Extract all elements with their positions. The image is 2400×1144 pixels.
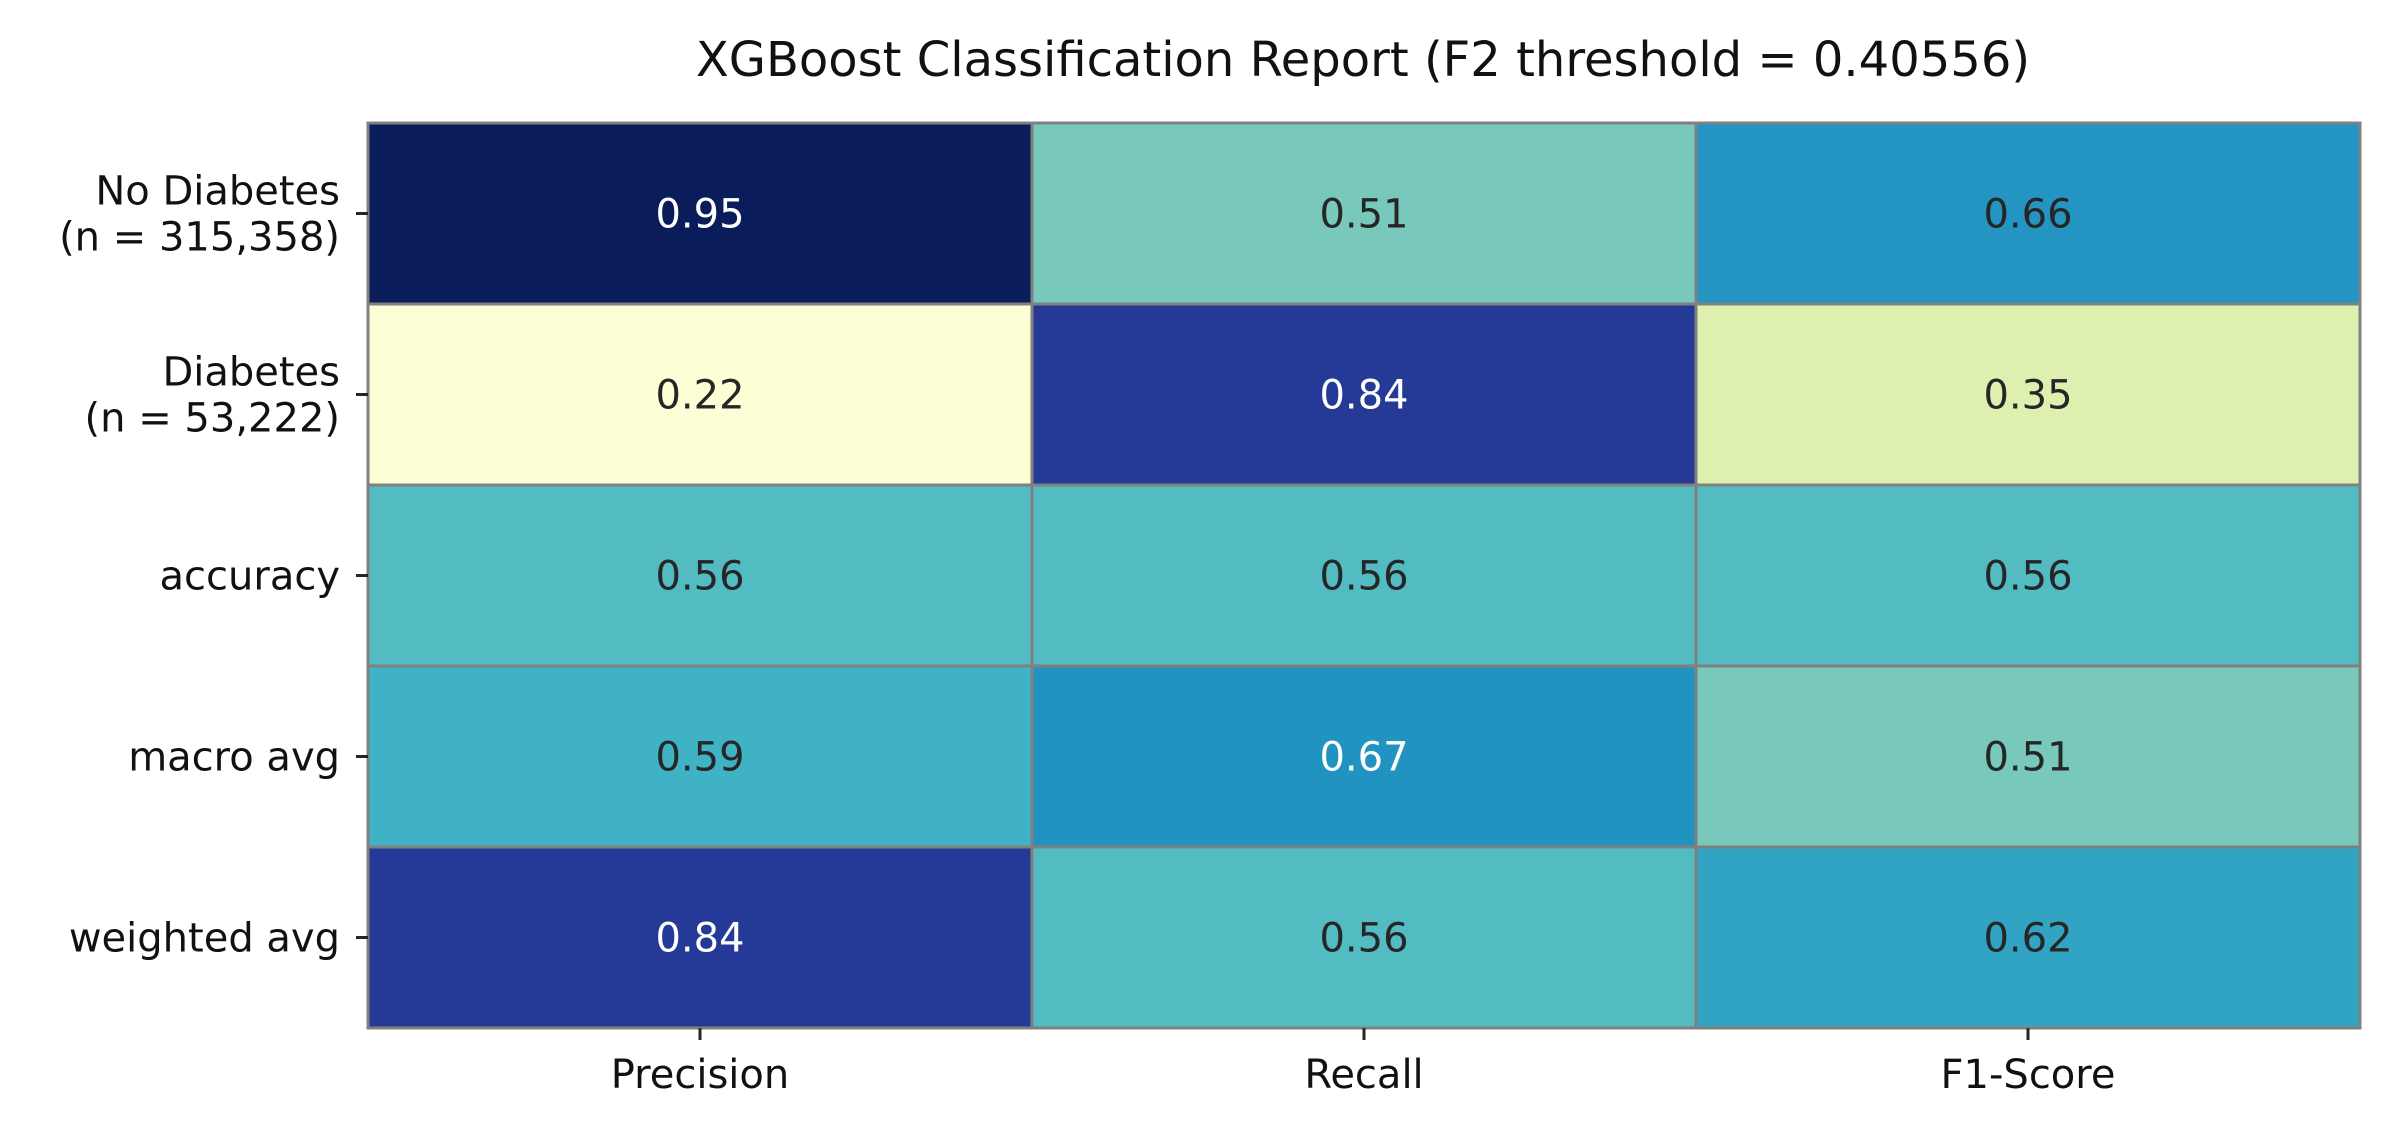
chart-title: XGBoost Classification Report (F2 thresh… <box>696 32 2030 88</box>
cell-value-label: 0.22 <box>655 373 744 419</box>
cell-value-label: 0.56 <box>1983 554 2072 600</box>
cell-value-label: 0.56 <box>1319 554 1408 600</box>
y-tick-label: (n = 315,358) <box>59 215 340 261</box>
heatmap-cell <box>1694 483 2362 668</box>
y-tick-label: (n = 53,222) <box>85 396 340 442</box>
cell-value-label: 0.67 <box>1319 735 1408 781</box>
y-axis: No Diabetes(n = 315,358) Diabetes(n = 53,… <box>59 169 368 962</box>
cell-value-label: 0.59 <box>655 735 744 781</box>
cell-value-label: 0.95 <box>655 192 744 238</box>
heatmap-cell <box>366 121 1034 306</box>
y-tick-label: accuracy <box>160 554 340 600</box>
cell-value-label: 0.56 <box>655 554 744 600</box>
heatmap-cell <box>1694 845 2362 1030</box>
cell-value-label: 0.66 <box>1983 192 2072 238</box>
cell-value-label: 0.35 <box>1983 373 2072 419</box>
heatmap-cell <box>1694 664 2362 849</box>
cell-value-label: 0.51 <box>1983 735 2072 781</box>
heatmap-cell <box>1694 121 2362 306</box>
y-tick-label: macro avg <box>128 735 340 781</box>
cell-value-label: 0.84 <box>1319 373 1408 419</box>
heatmap-cell <box>366 845 1034 1030</box>
y-tick-label: weighted avg <box>69 916 340 962</box>
heatmap-annotations: 0.95 0.51 0.66 0.22 0.84 0.35 0.56 0.56 0.56 0.59… <box>655 192 2072 962</box>
heatmap-cells <box>366 121 2362 1030</box>
x-tick-label: Precision <box>611 1052 789 1098</box>
heatmap-cell <box>366 302 1034 487</box>
cell-value-label: 0.84 <box>655 916 744 962</box>
y-tick-label: Diabetes <box>162 350 340 396</box>
x-tick-label: F1-Score <box>1941 1052 2116 1098</box>
x-tick-label: Recall <box>1304 1052 1423 1098</box>
cell-value-label: 0.62 <box>1983 916 2072 962</box>
y-tick-label: No Diabetes <box>95 169 340 215</box>
heatmap-cell <box>1030 121 1698 306</box>
heatmap-cell <box>1030 845 1698 1030</box>
heatmap-cell <box>366 483 1034 668</box>
cell-value-label: 0.51 <box>1319 192 1408 238</box>
heatmap-cell <box>366 664 1034 849</box>
x-axis: Precision Recall F1-Score <box>611 1028 2116 1098</box>
heatmap-cell <box>1030 483 1698 668</box>
cell-value-label: 0.56 <box>1319 916 1408 962</box>
